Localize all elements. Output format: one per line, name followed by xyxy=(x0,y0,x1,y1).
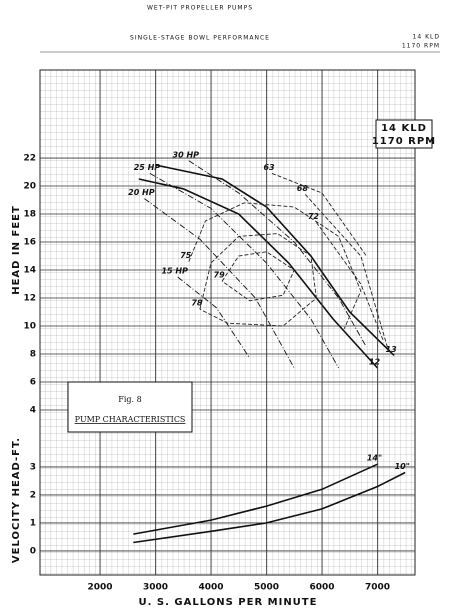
curve-label: 63 xyxy=(263,163,275,172)
curve xyxy=(133,471,406,544)
x-tick-label: 4000 xyxy=(198,583,223,593)
y-tick-label: 3 xyxy=(30,462,36,472)
y-tick-label: 2 xyxy=(30,490,36,500)
x-tick-label: 3000 xyxy=(143,583,168,593)
y-tick-label: 16 xyxy=(23,238,36,248)
y-axis-label: HEAD IN FEET xyxy=(11,205,22,295)
x-tick-label: 7000 xyxy=(365,583,390,593)
curve-label: 78 xyxy=(191,299,203,308)
x-tick-label: 5000 xyxy=(254,583,279,593)
x-axis-label: U. S. GALLONS PER MINUTE xyxy=(139,597,318,608)
y-tick-label: 14 xyxy=(23,266,36,276)
curve-label: 10" xyxy=(395,462,410,471)
graph-paper xyxy=(39,69,416,576)
curve xyxy=(138,178,379,369)
y-tick-label: 8 xyxy=(30,349,36,359)
curve xyxy=(188,160,367,348)
speed: 1170 RPM xyxy=(402,43,440,50)
y-axis-label: VELOCITY HEAD-FT. xyxy=(11,437,22,563)
y-tick-label: 22 xyxy=(23,154,36,164)
model-box xyxy=(375,119,433,149)
y-tick-label: 6 xyxy=(30,377,36,387)
curve xyxy=(316,222,384,341)
curve xyxy=(221,251,295,302)
x-tick-label: 2000 xyxy=(87,583,112,593)
x-tick-label: 6000 xyxy=(309,583,334,593)
title: WET-PIT PROPELLER PUMPS xyxy=(147,5,253,12)
curve-label: 13 xyxy=(386,345,398,354)
curve-label: 79 xyxy=(214,271,226,280)
curve xyxy=(304,194,390,352)
caption: PUMP CHARACTERISTICS xyxy=(75,415,186,424)
curve-label: 20 HP xyxy=(128,188,155,197)
curve-label: 25 HP xyxy=(134,163,161,172)
box-speed: 1170 RPM xyxy=(372,136,436,147)
y-tick-label: 0 xyxy=(30,546,36,556)
curve-label: 14" xyxy=(367,454,382,463)
figure-box xyxy=(67,381,193,433)
y-tick-label: 12 xyxy=(23,294,36,304)
curve-label: 72 xyxy=(308,212,320,221)
curve xyxy=(133,463,378,535)
curve xyxy=(188,202,362,329)
y-tick-label: 20 xyxy=(23,182,36,192)
y-tick-label: 10 xyxy=(23,322,36,332)
curve-label: 15 HP xyxy=(161,267,188,276)
curve-label: 12 xyxy=(369,357,381,366)
curve xyxy=(177,276,251,359)
y-tick-label: 4 xyxy=(30,405,36,415)
curve-label: 68 xyxy=(297,184,309,193)
box-model: 14 KLD xyxy=(381,123,427,134)
y-tick-label: 18 xyxy=(23,210,36,220)
subtitle: SINGLE-STAGE BOWL PERFORMANCE xyxy=(130,35,270,42)
curve xyxy=(199,233,317,327)
curve xyxy=(144,198,295,369)
figure-label: Fig. 8 xyxy=(118,395,141,404)
model: 14 KLD xyxy=(413,34,440,41)
curve-label: 30 HP xyxy=(173,150,200,159)
curve-label: 75 xyxy=(180,251,192,260)
curve xyxy=(271,172,367,257)
y-tick-label: 1 xyxy=(30,518,36,528)
